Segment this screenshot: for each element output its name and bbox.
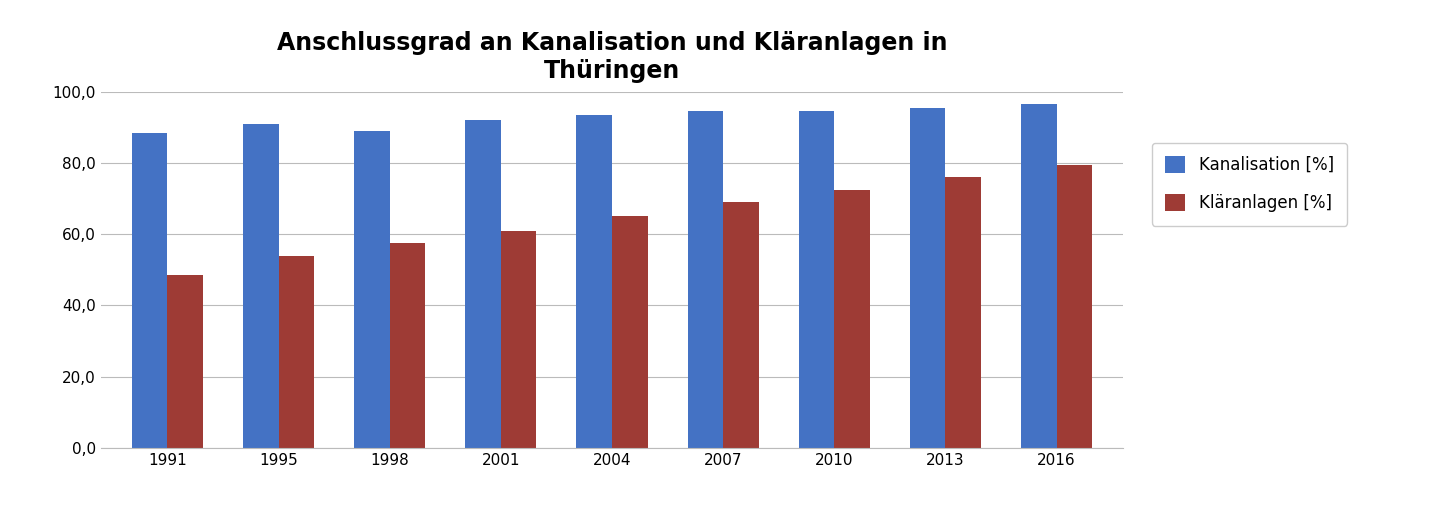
Bar [687,111,723,448]
Bar [390,243,425,448]
Bar [1021,104,1057,448]
Bar [834,190,870,448]
Bar [243,124,278,448]
Title: Anschlussgrad an Kanalisation und Kläranlagen in
Thüringen: Anschlussgrad an Kanalisation und Kläran… [276,31,948,83]
Bar [910,108,946,448]
Bar [723,202,759,448]
Bar [576,115,612,448]
Bar [799,111,834,448]
Bar [132,133,167,448]
Bar [465,120,501,448]
Bar [354,131,390,448]
Bar [278,256,314,448]
Bar [501,231,537,448]
Bar [612,216,648,448]
Bar [167,275,203,448]
Bar [1057,165,1092,448]
Legend: Kanalisation [%], Kläranlagen [%]: Kanalisation [%], Kläranlagen [%] [1152,143,1346,225]
Bar [946,177,981,448]
